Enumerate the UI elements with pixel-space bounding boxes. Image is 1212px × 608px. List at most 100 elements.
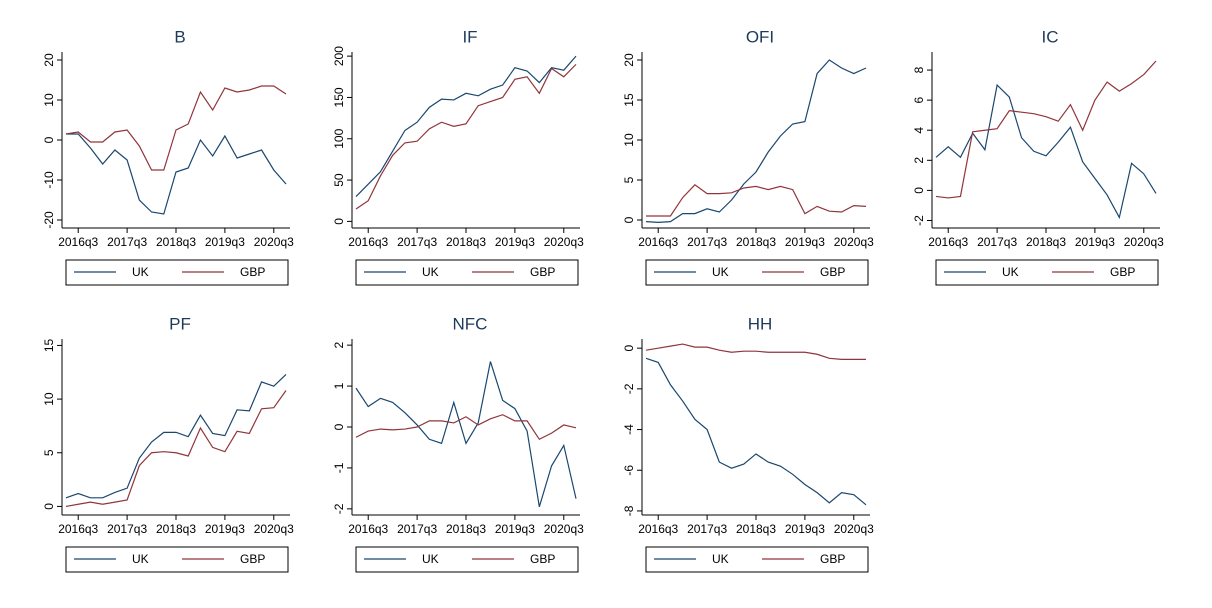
y-tick-label: 2 bbox=[912, 157, 926, 164]
series-line bbox=[935, 60, 1157, 199]
chart-title: OFI bbox=[746, 27, 774, 46]
chart-title: HH bbox=[748, 314, 773, 333]
x-tick-label: 2019q3 bbox=[495, 235, 535, 249]
x-tick-label: 2019q3 bbox=[785, 522, 825, 536]
x-tick-label: 2020q3 bbox=[1124, 235, 1164, 249]
x-tick-label: 2016q3 bbox=[348, 522, 388, 536]
x-tick-label: 2018q3 bbox=[736, 235, 776, 249]
y-tick-label: -2 bbox=[622, 383, 636, 394]
series-line bbox=[65, 373, 287, 499]
x-tick-label: 2017q3 bbox=[107, 522, 147, 536]
x-tick-label: 2018q3 bbox=[1026, 235, 1066, 249]
y-tick-label: 0 bbox=[622, 216, 636, 223]
legend-label: GBP bbox=[1110, 265, 1135, 279]
y-tick-label: 1 bbox=[332, 382, 346, 389]
x-tick-label: 2016q3 bbox=[58, 235, 98, 249]
series-line bbox=[65, 85, 287, 171]
y-tick-label: -10 bbox=[42, 171, 56, 189]
legend-label: UK bbox=[1002, 265, 1019, 279]
legend-label: GBP bbox=[530, 265, 555, 279]
y-tick-label: -2 bbox=[912, 215, 926, 226]
y-tick-label: 0 bbox=[332, 423, 346, 430]
x-tick-label: 2016q3 bbox=[928, 235, 968, 249]
y-tick-label: 6 bbox=[912, 96, 926, 103]
y-tick-label: 10 bbox=[42, 392, 56, 406]
x-tick-label: 2020q3 bbox=[834, 235, 874, 249]
legend-label: GBP bbox=[240, 265, 265, 279]
x-tick-label: 2019q3 bbox=[205, 235, 245, 249]
series-line bbox=[65, 390, 287, 508]
y-tick-label: -20 bbox=[42, 211, 56, 229]
legend-label: UK bbox=[422, 265, 439, 279]
y-tick-label: 0 bbox=[42, 503, 56, 510]
y-tick-label: -2 bbox=[332, 503, 346, 514]
y-tick-label: -6 bbox=[622, 465, 636, 476]
chart-title: PF bbox=[169, 314, 191, 333]
x-tick-label: 2017q3 bbox=[107, 235, 147, 249]
y-tick-label: -1 bbox=[332, 462, 346, 473]
legend-label: UK bbox=[132, 552, 149, 566]
series-line bbox=[355, 63, 577, 210]
y-tick-label: 20 bbox=[622, 53, 636, 67]
series-line bbox=[646, 184, 867, 217]
y-tick-label: 20 bbox=[42, 53, 56, 67]
chart-title: IC bbox=[1042, 27, 1059, 46]
x-tick-label: 2019q3 bbox=[205, 522, 245, 536]
legend-label: GBP bbox=[820, 265, 845, 279]
x-tick-label: 2018q3 bbox=[156, 522, 196, 536]
x-tick-label: 2020q3 bbox=[254, 522, 294, 536]
legend-label: GBP bbox=[240, 552, 265, 566]
legend-label: UK bbox=[712, 265, 729, 279]
series-line bbox=[645, 343, 866, 360]
y-tick-label: 150 bbox=[332, 87, 346, 107]
x-tick-label: 2017q3 bbox=[397, 235, 437, 249]
x-tick-label: 2020q3 bbox=[544, 235, 584, 249]
y-tick-label: 0 bbox=[912, 187, 926, 194]
y-tick-label: 15 bbox=[622, 93, 636, 107]
legend-label: UK bbox=[422, 552, 439, 566]
series-line bbox=[66, 133, 287, 215]
chart-title: IF bbox=[462, 27, 477, 46]
y-tick-label: -8 bbox=[622, 505, 636, 516]
x-tick-label: 2016q3 bbox=[638, 522, 678, 536]
x-tick-label: 2019q3 bbox=[1075, 235, 1115, 249]
x-tick-label: 2018q3 bbox=[446, 235, 486, 249]
y-tick-label: 0 bbox=[622, 344, 636, 351]
y-tick-label: 10 bbox=[42, 93, 56, 107]
x-tick-label: 2018q3 bbox=[156, 235, 196, 249]
x-tick-label: 2018q3 bbox=[446, 522, 486, 536]
legend-label: GBP bbox=[820, 552, 845, 566]
series-line bbox=[645, 357, 867, 506]
x-tick-label: 2017q3 bbox=[687, 522, 727, 536]
x-tick-label: 2020q3 bbox=[544, 522, 584, 536]
chart-title: B bbox=[174, 27, 185, 46]
x-tick-label: 2017q3 bbox=[977, 235, 1017, 249]
x-tick-label: 2016q3 bbox=[348, 235, 388, 249]
x-tick-label: 2020q3 bbox=[254, 235, 294, 249]
x-tick-label: 2017q3 bbox=[687, 235, 727, 249]
y-tick-label: 0 bbox=[332, 218, 346, 225]
x-tick-label: 2019q3 bbox=[785, 235, 825, 249]
x-tick-label: 2016q3 bbox=[638, 235, 678, 249]
y-tick-label: 8 bbox=[912, 66, 926, 73]
legend-label: UK bbox=[712, 552, 729, 566]
series-line bbox=[645, 59, 867, 224]
y-tick-label: 5 bbox=[42, 449, 56, 456]
x-tick-label: 2018q3 bbox=[736, 522, 776, 536]
y-tick-label: 100 bbox=[332, 128, 346, 148]
x-tick-label: 2020q3 bbox=[834, 522, 874, 536]
y-tick-label: 200 bbox=[332, 46, 346, 66]
y-tick-label: 2 bbox=[332, 341, 346, 348]
y-tick-label: 5 bbox=[622, 176, 636, 183]
y-tick-label: -4 bbox=[622, 424, 636, 435]
legend-label: UK bbox=[132, 265, 149, 279]
y-tick-label: 10 bbox=[622, 133, 636, 147]
y-tick-label: 0 bbox=[42, 136, 56, 143]
series-line bbox=[355, 414, 577, 441]
x-tick-label: 2017q3 bbox=[397, 522, 437, 536]
legend-label: GBP bbox=[530, 552, 555, 566]
series-line bbox=[355, 55, 577, 198]
y-tick-label: 15 bbox=[42, 338, 56, 352]
x-tick-label: 2019q3 bbox=[495, 522, 535, 536]
